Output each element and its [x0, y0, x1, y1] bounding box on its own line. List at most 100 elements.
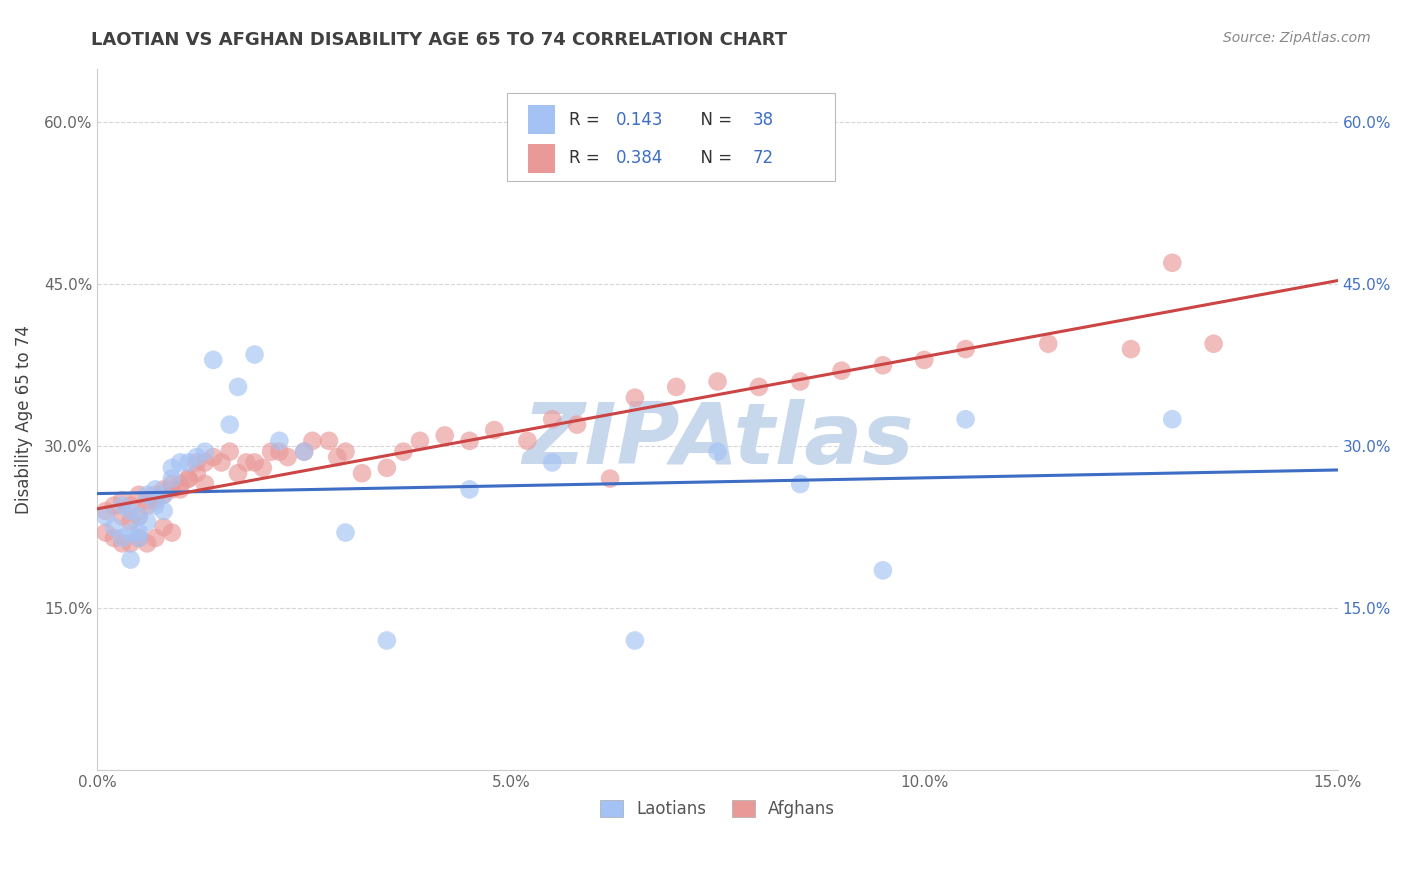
- Point: [186, 455, 208, 469]
- Point: [789, 375, 811, 389]
- Point: [565, 417, 588, 432]
- Point: [1161, 256, 1184, 270]
- Point: [872, 563, 894, 577]
- Text: 0.384: 0.384: [616, 149, 664, 168]
- Point: [143, 488, 166, 502]
- Text: 0.143: 0.143: [616, 111, 664, 128]
- Point: [872, 359, 894, 373]
- Point: [143, 483, 166, 497]
- Point: [94, 525, 117, 540]
- Legend: Laotians, Afghans: Laotians, Afghans: [593, 793, 842, 825]
- Point: [120, 504, 142, 518]
- Text: N =: N =: [690, 111, 738, 128]
- Point: [541, 412, 564, 426]
- Point: [335, 444, 357, 458]
- Point: [292, 444, 315, 458]
- Point: [128, 531, 150, 545]
- Point: [128, 488, 150, 502]
- Point: [748, 380, 770, 394]
- Point: [375, 460, 398, 475]
- Point: [218, 417, 240, 432]
- Point: [202, 450, 225, 464]
- Point: [160, 483, 183, 497]
- Point: [269, 444, 291, 458]
- Point: [318, 434, 340, 448]
- Point: [152, 488, 174, 502]
- Point: [789, 477, 811, 491]
- Point: [160, 460, 183, 475]
- Point: [624, 391, 647, 405]
- Point: [143, 493, 166, 508]
- Point: [211, 455, 233, 469]
- Point: [218, 444, 240, 458]
- Point: [136, 493, 159, 508]
- Point: [120, 515, 142, 529]
- Point: [252, 460, 274, 475]
- Point: [160, 477, 183, 491]
- Point: [120, 552, 142, 566]
- Point: [103, 531, 125, 545]
- Point: [160, 472, 183, 486]
- Point: [375, 633, 398, 648]
- Point: [541, 455, 564, 469]
- Point: [912, 352, 935, 367]
- Point: [120, 499, 142, 513]
- FancyBboxPatch shape: [527, 105, 555, 135]
- Point: [458, 434, 481, 448]
- Point: [177, 472, 200, 486]
- Point: [226, 380, 249, 394]
- Point: [202, 352, 225, 367]
- Point: [128, 509, 150, 524]
- Point: [128, 531, 150, 545]
- Point: [152, 520, 174, 534]
- Point: [111, 493, 134, 508]
- Point: [350, 467, 373, 481]
- Point: [706, 375, 728, 389]
- Text: 72: 72: [752, 149, 773, 168]
- Point: [392, 444, 415, 458]
- Point: [243, 347, 266, 361]
- Point: [136, 499, 159, 513]
- Point: [301, 434, 323, 448]
- Point: [143, 531, 166, 545]
- Text: Source: ZipAtlas.com: Source: ZipAtlas.com: [1223, 31, 1371, 45]
- Text: LAOTIAN VS AFGHAN DISABILITY AGE 65 TO 74 CORRELATION CHART: LAOTIAN VS AFGHAN DISABILITY AGE 65 TO 7…: [91, 31, 787, 49]
- Point: [624, 633, 647, 648]
- Point: [169, 477, 191, 491]
- Point: [120, 536, 142, 550]
- Point: [94, 509, 117, 524]
- Point: [194, 444, 217, 458]
- Point: [277, 450, 299, 464]
- Point: [111, 531, 134, 545]
- Text: N =: N =: [690, 149, 738, 168]
- Point: [186, 450, 208, 464]
- Point: [269, 434, 291, 448]
- Point: [152, 488, 174, 502]
- Point: [665, 380, 688, 394]
- Point: [169, 455, 191, 469]
- Point: [955, 342, 977, 356]
- Point: [177, 455, 200, 469]
- Point: [143, 499, 166, 513]
- Point: [136, 536, 159, 550]
- Point: [111, 536, 134, 550]
- Point: [243, 455, 266, 469]
- Point: [111, 499, 134, 513]
- Point: [136, 515, 159, 529]
- Point: [235, 455, 257, 469]
- Point: [128, 509, 150, 524]
- Point: [1161, 412, 1184, 426]
- Point: [128, 525, 150, 540]
- Point: [169, 483, 191, 497]
- Text: R =: R =: [569, 111, 605, 128]
- Point: [226, 467, 249, 481]
- Point: [1119, 342, 1142, 356]
- Point: [94, 504, 117, 518]
- Point: [103, 520, 125, 534]
- Point: [516, 434, 538, 448]
- Point: [458, 483, 481, 497]
- Point: [599, 472, 621, 486]
- Point: [194, 477, 217, 491]
- Text: R =: R =: [569, 149, 605, 168]
- Point: [186, 467, 208, 481]
